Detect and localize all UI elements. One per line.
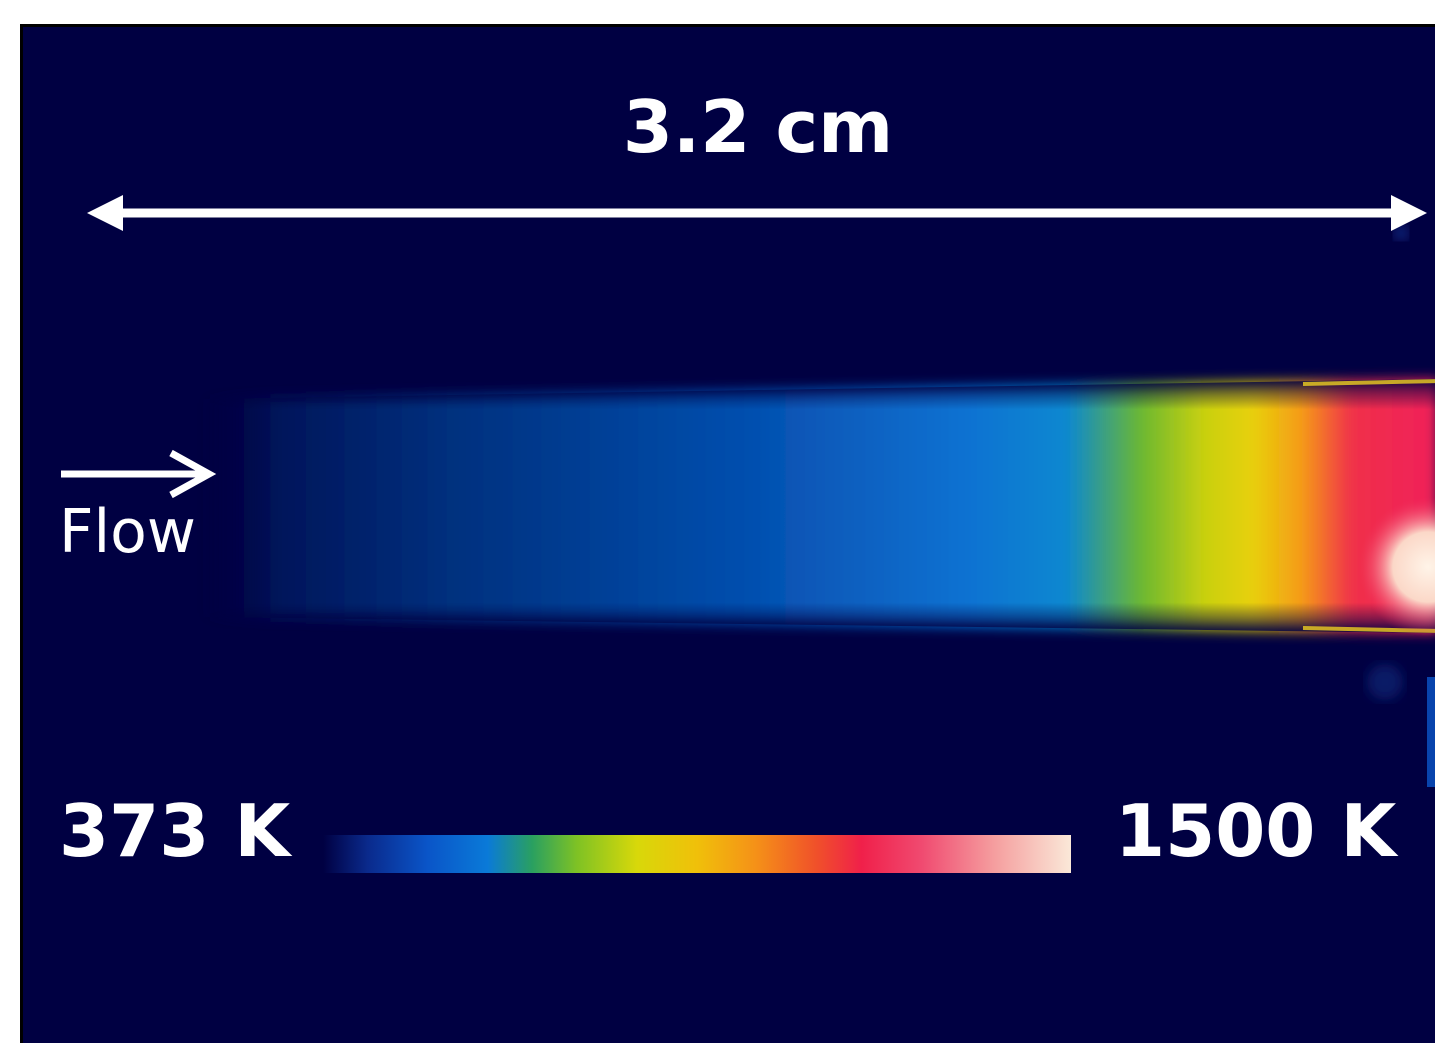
artifact-dot xyxy=(1394,226,1408,240)
colorbar-min-label: 373 K xyxy=(59,789,291,873)
scale-bar-arrow xyxy=(87,195,1427,231)
colorbar-max-label: 1500 K xyxy=(1115,789,1397,873)
flow-arrow xyxy=(61,449,217,499)
artifact-strip xyxy=(1427,677,1435,787)
thermal-image-graphic xyxy=(61,195,1435,787)
flame-edge-shading xyxy=(203,379,1435,633)
artifact-dot xyxy=(1367,664,1403,700)
flame-hot-core xyxy=(1358,497,1435,637)
flow-label: Flow xyxy=(59,497,196,567)
scale-bar-label: 3.2 cm xyxy=(622,85,894,169)
thermal-image-frame: 3.2 cm Flow 373 K 1500 K xyxy=(20,24,1435,1043)
temperature-colorbar xyxy=(323,835,1071,873)
